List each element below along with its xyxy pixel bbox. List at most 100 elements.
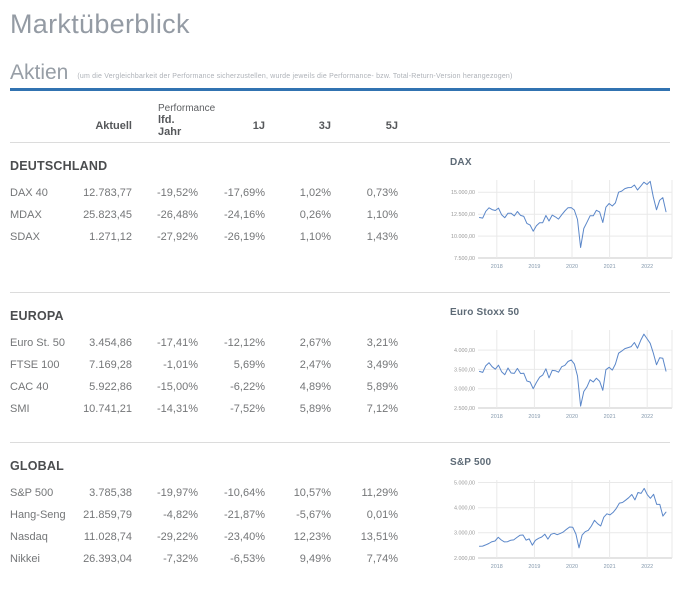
table-row: MDAX 25.823,45 -26,48% -24,16% 0,26% 1,10% (10, 204, 448, 226)
svg-text:2018: 2018 (491, 414, 503, 420)
row-label: FTSE 100 (10, 358, 60, 371)
cell-value: 1.271,12 (89, 230, 132, 243)
column-header-lfd-jahr: lfd. Jahr (158, 113, 182, 138)
column-header-row: Aktuell lfd. Jahr 1J 3J 5J (10, 114, 674, 138)
cell-value: -19,97% (157, 486, 198, 499)
svg-text:3.500,00: 3.500,00 (454, 367, 475, 373)
svg-text:2022: 2022 (641, 414, 653, 420)
cell-value: 11.028,74 (83, 530, 132, 543)
cell-value: 1,10% (299, 230, 331, 243)
row-label: SMI (10, 402, 30, 415)
header-divider (10, 141, 670, 143)
section-header: Aktien (um die Vergleichbarkeit der Perf… (10, 60, 674, 84)
cell-value: 0,26% (299, 208, 331, 221)
cell-value: 21.859,79 (83, 508, 132, 521)
cell-value: 9,49% (299, 552, 331, 565)
cell-value: 7,74% (366, 552, 398, 565)
svg-text:15.000,00: 15.000,00 (451, 190, 475, 196)
cell-value: 7,12% (366, 402, 398, 415)
svg-text:2020: 2020 (566, 264, 578, 270)
cell-value: 3,49% (366, 358, 398, 371)
cell-value: 1,43% (366, 230, 398, 243)
header-gap (10, 132, 674, 142)
cell-value: -19,52% (157, 186, 198, 199)
cell-value: -5,67% (296, 508, 331, 521)
svg-text:2019: 2019 (528, 264, 540, 270)
table-row: S&P 500 3.785,38 -19,97% -10,64% 10,57% 11,29… (10, 482, 448, 504)
row-label: SDAX (10, 230, 40, 243)
accent-rule (10, 87, 670, 91)
dax-chart: 7.500,00 10.000,00 12.500,00 15.000,00 2018 2… (451, 179, 673, 270)
sections-container: DEUTSCHLAND DAX 40 12.783,77 -19,52% -17,69… (10, 143, 674, 592)
section-title: Aktien (10, 60, 69, 84)
cell-value: 0,01% (366, 508, 398, 521)
cell-value: 12,23% (293, 530, 331, 543)
table-row: Nasdaq 11.028,74 -29,22% -23,40% 12,23% 13,51… (10, 526, 448, 548)
cell-value: 7.169,28 (89, 358, 132, 371)
svg-text:12.500,00: 12.500,00 (451, 212, 475, 218)
row-label: Nasdaq (10, 530, 48, 543)
cell-value: -15,00% (157, 380, 198, 393)
row-label: Euro St. 50 (10, 336, 66, 349)
sp-500-chart: 2.000,00 3.000,00 4.000,00 5.000,00 2018 2019… (454, 479, 673, 570)
page-title: Marktüberblick (10, 9, 190, 39)
market-section: DEUTSCHLAND DAX 40 12.783,77 -19,52% -17,69… (10, 143, 674, 292)
row-label: DAX 40 (10, 186, 48, 199)
chart-title: Euro Stoxx 50 (450, 306, 520, 318)
cell-value: 25.823,45 (83, 208, 132, 221)
group-name: DEUTSCHLAND (10, 158, 108, 173)
section-chart: Euro Stoxx 50 2.500,00 3.000,00 3.500,00 4.… (448, 301, 674, 429)
table-row: Hang-Seng 21.859,79 -4,82% -21,87% -5,67% 0,0… (10, 504, 448, 526)
group-rows: Euro St. 50 3.454,86 -17,41% -12,12% 2,67% 3,… (10, 332, 448, 420)
cell-value: 2,47% (299, 358, 331, 371)
svg-text:2018: 2018 (491, 264, 503, 270)
svg-text:5.000,00: 5.000,00 (454, 480, 475, 486)
cell-value: 3,21% (366, 336, 398, 349)
cell-value: 13,51% (360, 530, 398, 543)
svg-text:4.000,00: 4.000,00 (454, 348, 475, 354)
row-label: Hang-Seng (10, 508, 66, 521)
cell-value: 5.922,86 (89, 380, 132, 393)
table-row: CAC 40 5.922,86 -15,00% -6,22% 4,89% 5,89% (10, 376, 448, 398)
section-divider (10, 441, 670, 443)
cell-value: 4,89% (299, 380, 331, 393)
svg-text:2020: 2020 (566, 414, 578, 420)
cell-value: -24,16% (224, 208, 265, 221)
cell-value: 2,67% (299, 336, 331, 349)
svg-text:2.500,00: 2.500,00 (454, 406, 475, 412)
cell-value: -4,82% (163, 508, 198, 521)
cell-value: 5,69% (233, 358, 265, 371)
table-row: Nikkei 26.393,04 -7,32% -6,53% 9,49% 7,74% (10, 548, 448, 570)
section-divider (10, 291, 670, 293)
section-table: GLOBAL S&P 500 3.785,38 -19,97% -10,64% 10,5… (10, 451, 448, 579)
svg-text:2021: 2021 (604, 264, 616, 270)
cell-value: -14,31% (157, 402, 198, 415)
svg-text:2019: 2019 (528, 414, 540, 420)
cell-value: -17,41% (157, 336, 198, 349)
cell-value: 0,73% (366, 186, 398, 199)
section-chart: DAX 7.500,00 10.000,00 12.500,00 15.000,00 2… (448, 151, 674, 279)
cell-value: -27,92% (157, 230, 198, 243)
cell-value: 10,57% (293, 486, 331, 499)
row-label: S&P 500 (10, 486, 54, 499)
svg-text:2022: 2022 (641, 264, 653, 270)
svg-text:2019: 2019 (528, 564, 540, 570)
svg-text:4.000,00: 4.000,00 (454, 505, 475, 511)
svg-text:2021: 2021 (604, 414, 616, 420)
cell-value: -12,12% (224, 336, 265, 349)
cell-value: 3.454,86 (89, 336, 132, 349)
cell-value: -26,48% (157, 208, 198, 221)
cell-value: -17,69% (224, 186, 265, 199)
svg-text:10.000,00: 10.000,00 (451, 234, 475, 240)
row-label: MDAX (10, 208, 42, 221)
section-chart: S&P 500 2.000,00 3.000,00 4.000,00 5.000,00… (448, 451, 674, 579)
cell-value: -6,53% (230, 552, 265, 565)
cell-value: -7,52% (230, 402, 265, 415)
svg-text:3.000,00: 3.000,00 (454, 386, 475, 392)
performance-header-row: Performance (10, 100, 674, 114)
column-header-aktuell: Aktuell (95, 119, 132, 132)
cell-value: 5,89% (299, 402, 331, 415)
column-header-3j: 3J (318, 119, 331, 132)
cell-value: 3.785,38 (89, 486, 132, 499)
